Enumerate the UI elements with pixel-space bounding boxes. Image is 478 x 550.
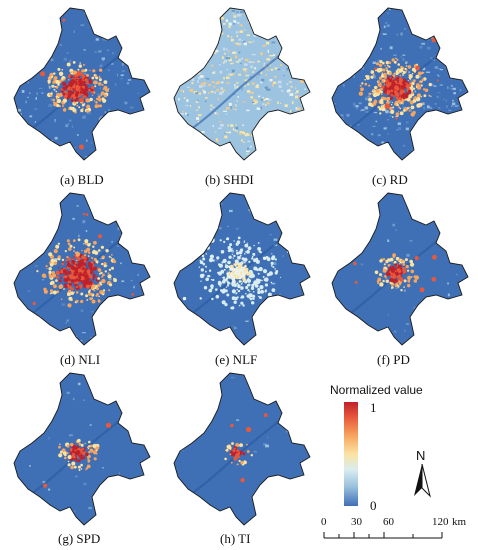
map-nlf [173, 192, 311, 346]
map-nli [13, 192, 151, 346]
north-arrow: N [410, 448, 434, 498]
caption-spd: (g) SPD [58, 531, 101, 546]
map-shdi [173, 7, 311, 161]
map-panel-nlf [160, 185, 320, 349]
north-arrow-icon [414, 464, 431, 498]
legend-max-label: 1 [370, 400, 377, 415]
map-panel-ti [160, 365, 320, 529]
caption-ti: (h) TI [220, 531, 251, 546]
scale-unit: km [452, 516, 467, 528]
map-panel-nli [0, 185, 160, 349]
scale-bar-graphic [323, 532, 443, 539]
scale-tick-30: 30 [351, 516, 362, 528]
legend-min-label: 0 [370, 498, 377, 513]
map-panel-shdi [160, 0, 320, 164]
map-panel-bld [0, 0, 160, 164]
caption-pd: (f) PD [377, 352, 410, 367]
scale-tick-120: 120 [432, 516, 449, 528]
legend-color-ramp [344, 402, 358, 506]
map-spd [13, 372, 151, 526]
north-label: N [416, 448, 426, 463]
map-pd [331, 192, 469, 346]
caption-nli: (d) NLI [60, 352, 101, 367]
map-panel-pd [318, 185, 478, 349]
legend-title: Normalized value [330, 383, 423, 397]
caption-shdi: (b) SHDI [205, 172, 254, 187]
map-ti [173, 372, 311, 526]
scale-tick-60: 60 [383, 516, 394, 528]
map-rd [331, 7, 469, 161]
scale-tick-0: 0 [321, 516, 327, 528]
caption-bld: (a) BLD [60, 172, 104, 187]
map-panel-spd [0, 365, 160, 529]
caption-rd: (c) RD [372, 172, 408, 187]
scale-bar: 0 30 60 120 km [318, 516, 468, 546]
caption-nlf: (e) NLF [215, 352, 258, 367]
map-panel-rd [318, 0, 478, 164]
map-bld [13, 7, 151, 161]
